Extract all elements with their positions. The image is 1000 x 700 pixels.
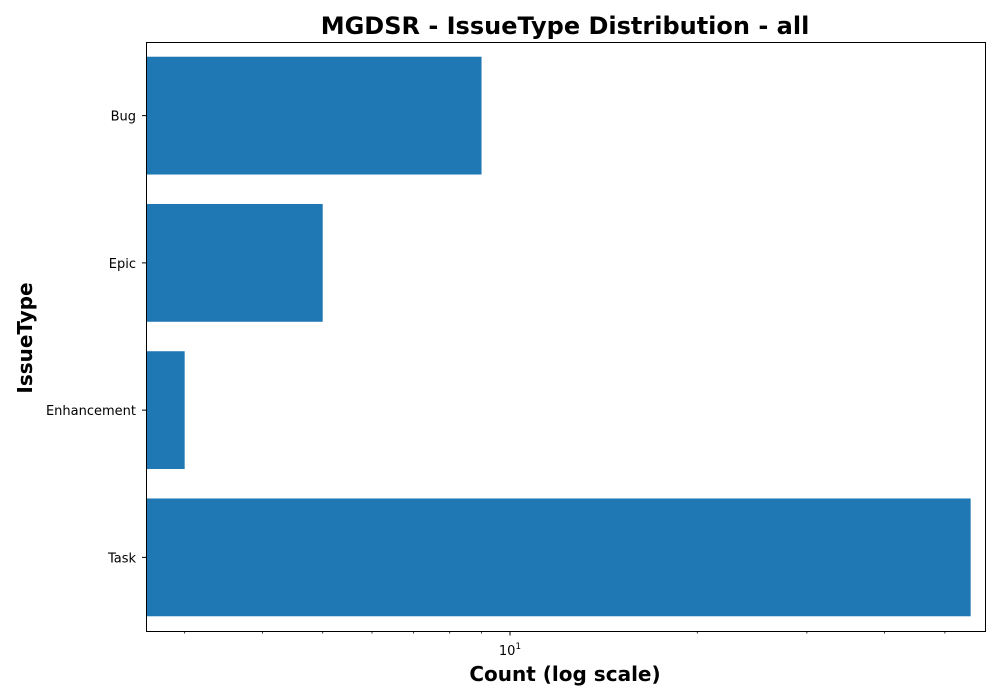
y-tick-label: Enhancement [46, 404, 136, 419]
x-axis-ticks: 101 [184, 631, 946, 659]
bar-epic [146, 203, 323, 322]
y-tick-label: Bug [111, 110, 136, 125]
bar-bug [146, 56, 482, 175]
y-axis-ticks: Bug Epic Enhancement Task [46, 110, 146, 566]
y-tick-label: Epic [109, 257, 136, 272]
y-tick-label: Task [107, 551, 137, 566]
y-axis-label: IssueType [13, 282, 37, 393]
plot-area-frame [146, 42, 986, 632]
bar-task [146, 498, 971, 617]
bars-group [146, 56, 971, 617]
x-axis-label: Count (log scale) [469, 662, 660, 686]
chart-title: MGDSR - IssueType Distribution - all [321, 12, 810, 40]
x-tick-label: 101 [499, 642, 521, 659]
bar-enhancement [146, 351, 185, 470]
